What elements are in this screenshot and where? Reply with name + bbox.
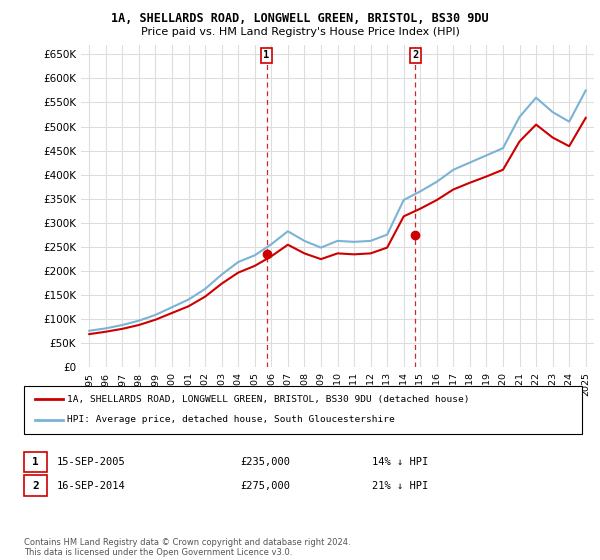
Text: 2: 2: [412, 50, 419, 60]
Text: 14% ↓ HPI: 14% ↓ HPI: [372, 457, 428, 467]
Text: £275,000: £275,000: [240, 480, 290, 491]
Text: 21% ↓ HPI: 21% ↓ HPI: [372, 480, 428, 491]
Text: £235,000: £235,000: [240, 457, 290, 467]
Text: 1A, SHELLARDS ROAD, LONGWELL GREEN, BRISTOL, BS30 9DU: 1A, SHELLARDS ROAD, LONGWELL GREEN, BRIS…: [111, 12, 489, 25]
Text: Price paid vs. HM Land Registry's House Price Index (HPI): Price paid vs. HM Land Registry's House …: [140, 27, 460, 37]
Text: 16-SEP-2014: 16-SEP-2014: [57, 480, 126, 491]
Text: 15-SEP-2005: 15-SEP-2005: [57, 457, 126, 467]
Text: 2: 2: [32, 480, 39, 491]
Text: 1: 1: [263, 50, 269, 60]
Text: 1A, SHELLARDS ROAD, LONGWELL GREEN, BRISTOL, BS30 9DU (detached house): 1A, SHELLARDS ROAD, LONGWELL GREEN, BRIS…: [67, 395, 470, 404]
Text: HPI: Average price, detached house, South Gloucestershire: HPI: Average price, detached house, Sout…: [67, 416, 395, 424]
Text: Contains HM Land Registry data © Crown copyright and database right 2024.
This d: Contains HM Land Registry data © Crown c…: [24, 538, 350, 557]
Text: 1: 1: [32, 457, 39, 467]
